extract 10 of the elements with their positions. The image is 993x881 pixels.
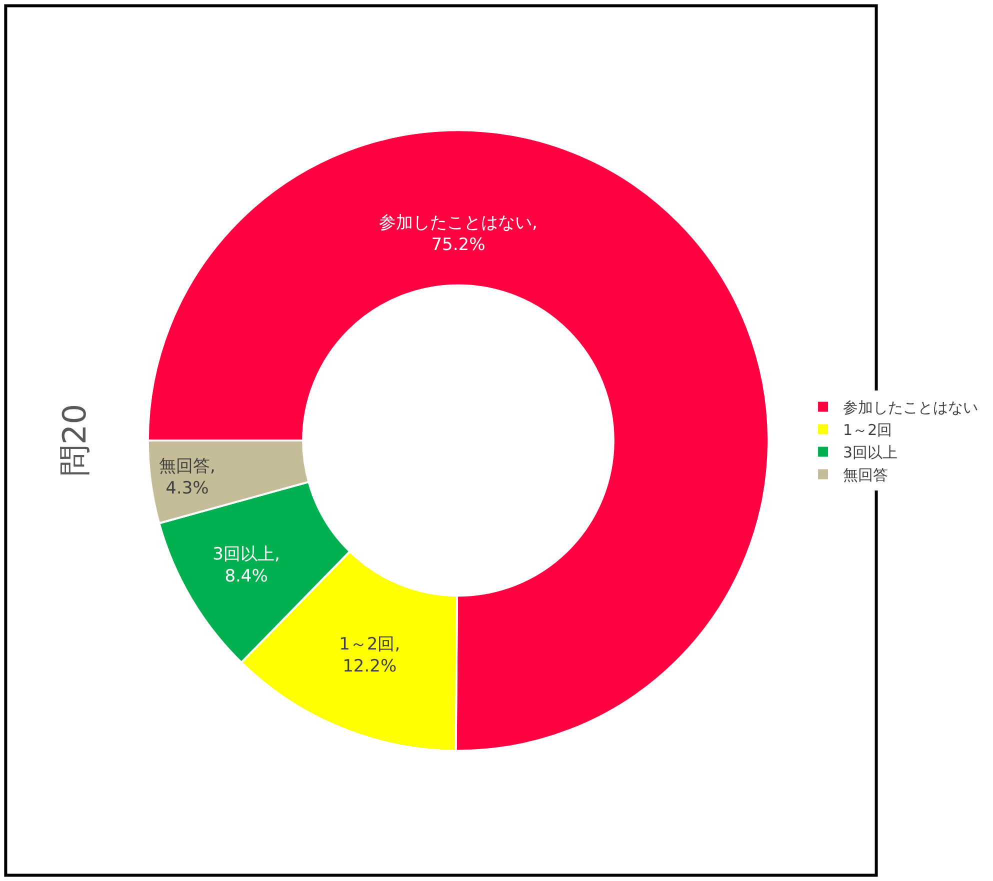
text: 問20 [56,404,94,477]
data-label: 無回答, 4.3% [159,456,216,498]
data-label: 1～2回, 12.2% [339,634,400,677]
legend-label: 無回答 [843,466,888,484]
legend-label: 参加したことはない [843,398,978,417]
data-label: 参加したことはない, 75.2% [379,213,538,256]
data-label: 3回以上, 8.4% [212,544,280,587]
legend-label: 3回以上 [843,444,898,462]
legend-label: 1～2回 [843,421,892,440]
donut-slice [146,129,770,752]
